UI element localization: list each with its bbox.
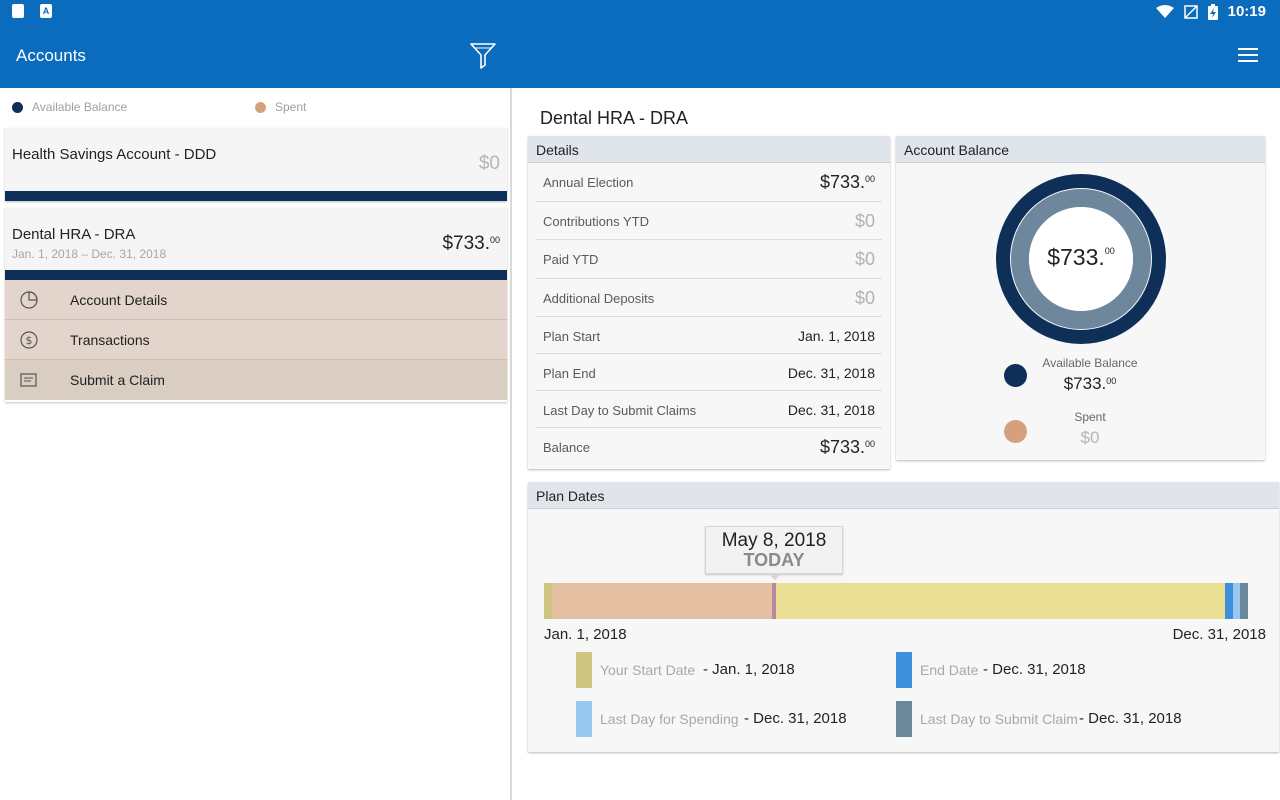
swatch-spending [576, 701, 592, 737]
today-marker-tooltip: May 8, 2018 TODAY [705, 526, 843, 580]
timeline-elapsed-segment [552, 583, 773, 619]
plan-dates-header: Plan Dates [528, 482, 1279, 509]
details-panel: Details Annual Election $733.00 Contribu… [528, 136, 890, 469]
detail-row-balance: Balance $733.00 [543, 437, 875, 457]
status-bar: A 10:19 [0, 0, 1280, 24]
timeline-spending-segment [1233, 583, 1240, 619]
details-header: Details [528, 136, 890, 163]
today-date: May 8, 2018 [721, 530, 827, 551]
app-bar: Accounts [0, 24, 1280, 88]
legend-available: Available Balance [12, 100, 127, 114]
timeline-end-segment [1225, 583, 1233, 619]
timeline-remaining-segment [776, 583, 1225, 619]
legend-your-start-date: Your Start Date - Jan. 1, 2018 [576, 652, 876, 688]
plan-timeline [544, 583, 1248, 619]
balance-bar [5, 270, 507, 280]
detail-row-plan-start: Plan Start Jan. 1, 2018 [536, 317, 882, 354]
detail-row-paid: Paid YTD $0 [536, 240, 882, 279]
account-balance-header: Account Balance [896, 136, 1265, 163]
sd-card-icon [12, 4, 24, 18]
battery-charging-icon [1207, 3, 1218, 20]
filter-icon[interactable] [469, 41, 497, 69]
account-name: Dental HRA - DRA [12, 226, 136, 243]
swatch-end [896, 652, 912, 688]
account-card-hsa[interactable]: Health Savings Account - DDD $0 [5, 128, 507, 201]
available-dot-icon [1004, 364, 1027, 387]
hamburger-menu-icon[interactable] [1238, 47, 1258, 63]
account-detail-pane: Dental HRA - DRA Details Annual Election… [514, 88, 1280, 800]
selected-account-title: Dental HRA - DRA [540, 108, 689, 128]
menu-label: Submit a Claim [70, 372, 165, 388]
available-label: Available Balance [1042, 356, 1138, 370]
menu-transactions[interactable]: $ Transactions [5, 320, 507, 360]
dollar-cycle-icon: $ [20, 331, 38, 349]
detail-row-last-day-claims: Last Day to Submit Claims Dec. 31, 2018 [536, 391, 882, 428]
balance-bar [5, 191, 507, 201]
spent-label: Spent [1074, 410, 1106, 424]
font-app-icon: A [40, 4, 52, 18]
donut-center-value: $733.00 [1047, 244, 1115, 270]
detail-row-plan-end: Plan End Dec. 31, 2018 [536, 354, 882, 391]
pie-chart-icon [20, 291, 38, 309]
account-balance-panel: Account Balance $733.00 Available Balanc… [896, 136, 1265, 460]
swatch-start [576, 652, 592, 688]
balance-legend-spent: Spent $0 [1004, 410, 1224, 460]
no-sim-icon [1183, 4, 1198, 19]
menu-label: Account Details [70, 291, 168, 308]
timeline-today-marker [772, 583, 776, 619]
account-dates: Jan. 1, 2018 – Dec. 31, 2018 [12, 247, 167, 261]
legend-spent-label: Spent [275, 100, 307, 114]
legend-last-day-claim: Last Day to Submit Claim - Dec. 31, 2018 [896, 701, 1266, 737]
detail-row-additional-deposits: Additional Deposits $0 [536, 279, 882, 317]
donut-available-ring [996, 174, 1166, 344]
timeline-claim-segment [1240, 583, 1248, 619]
spent-dot-icon [1004, 420, 1027, 443]
available-value: $733.00 [1063, 374, 1117, 393]
clock: 10:19 [1227, 3, 1266, 20]
account-name: Health Savings Account - DDD [12, 146, 217, 163]
detail-row-annual-election: Annual Election $733.00 [536, 163, 882, 202]
detail-row-contributions: Contributions YTD $0 [536, 202, 882, 240]
wifi-icon [1155, 4, 1174, 18]
available-dot-icon [12, 101, 23, 113]
menu-submit-claim[interactable]: Submit a Claim [5, 360, 507, 400]
menu-account-details[interactable]: Account Details [5, 280, 507, 320]
account-balance: $733.00 [442, 233, 500, 254]
timeline-start-date: Jan. 1, 2018 [544, 626, 627, 643]
donut-inner-ring [1011, 189, 1151, 329]
claim-icon [20, 373, 37, 387]
timeline-end-date: Dec. 31, 2018 [1172, 626, 1266, 643]
app-title: Accounts [16, 46, 86, 65]
menu-label: Transactions [70, 331, 150, 348]
spent-value: $0 [1080, 428, 1100, 447]
donut-center [1029, 207, 1133, 311]
balance-donut-chart [996, 174, 1166, 344]
legend-end-date: End Date - Dec. 31, 2018 [896, 652, 1226, 688]
spent-dot-icon [255, 101, 266, 113]
account-menu: Account Details $ Transactions Submit a … [5, 280, 507, 402]
accounts-pane: Available Balance Spent Health Savings A… [0, 88, 512, 800]
legend-available-label: Available Balance [32, 100, 128, 114]
account-card-dental-hra[interactable]: Dental HRA - DRA Jan. 1, 2018 – Dec. 31,… [5, 208, 507, 280]
account-balance: $0 [478, 153, 500, 174]
plan-dates-panel: Plan Dates May 8, 2018 TODAY Jan. 1, 201… [528, 482, 1279, 752]
legend-last-day-spending: Last Day for Spending - Dec. 31, 2018 [576, 701, 896, 737]
today-label: TODAY [743, 550, 805, 570]
svg-text:$: $ [26, 334, 33, 347]
timeline-start-segment [544, 583, 552, 619]
swatch-claim [896, 701, 912, 737]
legend-spent: Spent [255, 100, 306, 114]
balance-legend-available: Available Balance $733.00 [1004, 356, 1224, 404]
